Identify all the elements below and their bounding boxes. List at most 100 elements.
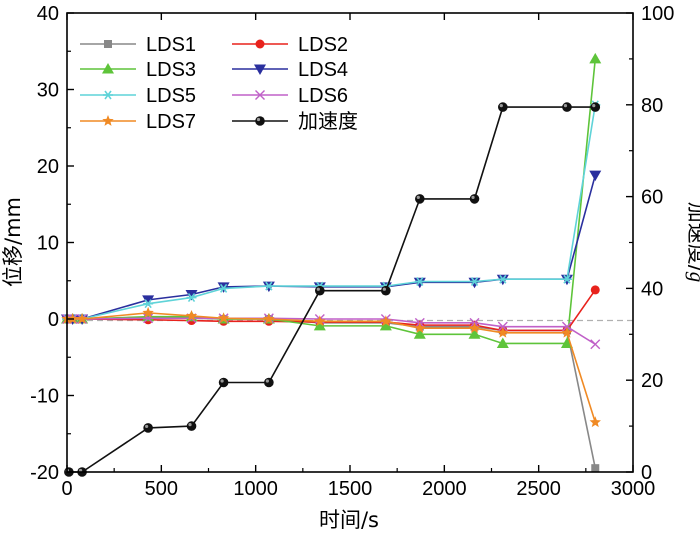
data-point — [264, 377, 274, 388]
data-point — [315, 285, 325, 296]
data-point — [186, 293, 197, 303]
y-left-tick-label: -20 — [30, 462, 59, 484]
data-point — [143, 423, 153, 433]
data-point — [590, 102, 601, 112]
legend-label: LDS3 — [146, 59, 196, 81]
y-left-tick-label: 10 — [37, 233, 59, 255]
legend-item: LDS4 — [232, 59, 348, 81]
y-right-tick-label: 40 — [641, 278, 663, 300]
data-point — [218, 283, 229, 293]
x-tick-label: 2500 — [516, 478, 561, 500]
series-line — [68, 106, 596, 473]
legend-label: LDS6 — [298, 85, 348, 107]
y-right-tick-label: 20 — [641, 370, 663, 392]
data-point — [590, 339, 601, 350]
legend: LDS1 LDS2 LDS3 LDS4 LDS5 LDS6 LDS7 加速度 — [80, 34, 358, 133]
data-point — [76, 313, 88, 324]
legend-label: LDS5 — [146, 85, 196, 107]
x-tick-label: 1000 — [233, 478, 278, 500]
legend-label: LDS1 — [146, 34, 196, 56]
legend-swatch-marker — [104, 40, 112, 48]
legend-swatch-marker — [255, 116, 265, 126]
data-point — [414, 277, 425, 286]
legend-swatch-marker — [103, 90, 113, 100]
data-point — [379, 319, 392, 331]
data-point — [414, 322, 426, 334]
y-right-tick-label: 80 — [641, 95, 663, 117]
axes-layer: 0 500 1000 1500 2000 2500 3000 -20 -10 0 10 20 30 40 0… — [30, 3, 674, 500]
series-line — [67, 104, 597, 320]
legend-label: 加速度 — [298, 109, 358, 133]
data-point — [218, 377, 229, 388]
legend-item: LDS6 — [232, 85, 348, 107]
x-axis-title: 时间/s — [319, 508, 379, 532]
series-2 — [62, 285, 600, 335]
data-point — [142, 306, 154, 318]
data-point — [263, 281, 274, 291]
data-point — [413, 328, 426, 339]
data-point — [380, 315, 392, 327]
data-point — [589, 52, 602, 64]
series-line — [67, 317, 596, 345]
data-point — [468, 322, 481, 334]
data-point — [314, 315, 326, 327]
y-left-tick-label: -10 — [30, 386, 59, 408]
data-point — [561, 274, 572, 284]
x-tick-label: 1500 — [328, 478, 373, 500]
y-left-tick-label: 30 — [37, 80, 59, 102]
x-tick-label: 0 — [61, 478, 72, 500]
data-point — [590, 285, 600, 295]
data-point — [589, 170, 602, 182]
data-point — [217, 312, 230, 324]
legend-item: LDS1 — [80, 34, 196, 56]
legend-item: LDS2 — [232, 34, 348, 56]
data-point — [381, 285, 391, 296]
y-left-tick-label: 0 — [48, 309, 59, 331]
legend-item: LDS7 — [80, 111, 196, 133]
y-left-axis-title: 位移/mm — [1, 197, 25, 287]
y-right-tick-label: 0 — [641, 462, 652, 484]
data-point — [186, 421, 197, 431]
data-point — [496, 337, 509, 348]
data-point — [589, 416, 601, 428]
series-line — [67, 316, 597, 469]
data-point — [497, 321, 508, 332]
y-right-axis-title-prefix: 加速度/ — [685, 202, 700, 273]
series-5 — [62, 100, 601, 324]
data-point — [498, 102, 508, 112]
data-point — [561, 321, 572, 332]
series-line — [67, 312, 597, 423]
series-1 — [63, 313, 600, 473]
data-point — [469, 277, 480, 286]
series-4 — [61, 170, 602, 325]
y-left-tick-label: 40 — [37, 3, 59, 25]
series-layer — [61, 52, 602, 477]
data-point — [413, 277, 426, 289]
data-point — [468, 277, 481, 289]
series-8 — [64, 102, 601, 477]
x-tick-label: 2000 — [422, 478, 467, 500]
legend-item: LDS5 — [80, 85, 196, 107]
legend-label: LDS2 — [298, 34, 348, 56]
y-right-tick-label: 60 — [641, 187, 663, 209]
legend-swatch-marker — [102, 63, 114, 74]
legend-swatch-marker — [254, 64, 266, 75]
data-point — [561, 326, 573, 338]
data-point — [185, 290, 198, 301]
y-right-axis-title: 加速度/g — [685, 202, 700, 283]
data-point — [560, 337, 573, 348]
data-point — [497, 274, 508, 284]
legend-label: LDS7 — [146, 111, 196, 133]
data-point — [591, 464, 600, 473]
legend-label: LDS4 — [298, 59, 348, 81]
legend-swatch-marker — [255, 90, 265, 100]
series-7 — [61, 306, 601, 428]
y-left-tick-label: 20 — [37, 156, 59, 178]
data-point — [143, 299, 154, 309]
data-point — [143, 313, 154, 324]
y-right-axis-title-unit: g — [685, 272, 700, 283]
data-point — [263, 313, 275, 324]
legend-swatch-marker — [255, 39, 265, 49]
data-point — [497, 326, 509, 338]
